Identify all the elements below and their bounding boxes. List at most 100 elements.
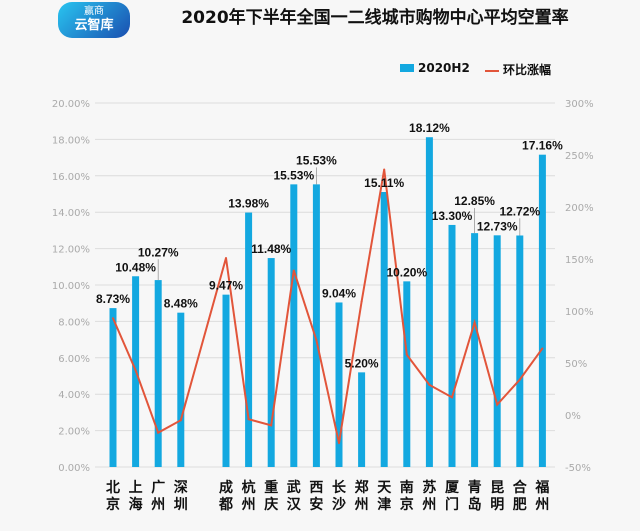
category-label: 南	[400, 479, 414, 496]
line-point	[247, 418, 250, 421]
left-tick-label: 10.00%	[52, 281, 90, 292]
bar	[154, 280, 162, 467]
category-label: 州	[421, 497, 436, 513]
bar	[290, 184, 298, 467]
category-label: 津	[377, 496, 391, 513]
bar-data-label: 10.48%	[115, 260, 156, 274]
category-label: 州	[241, 497, 256, 513]
bar-data-label: 13.30%	[432, 209, 473, 223]
line-point	[496, 403, 499, 406]
bar-data-label: 10.27%	[138, 245, 179, 259]
bar-data-label: 8.48%	[164, 297, 198, 311]
bar-data-label: 12.73%	[477, 219, 518, 233]
line-point	[338, 442, 340, 445]
logo: 赢商 云智库	[58, 2, 130, 38]
left-tick-label: 18.00%	[52, 135, 90, 146]
bar-data-label: 12.85%	[454, 194, 495, 208]
category-label: 明	[490, 497, 504, 513]
bar-data-label: 15.53%	[273, 168, 314, 182]
category-label: 岛	[468, 496, 482, 513]
bar-data-label: 13.98%	[228, 197, 269, 211]
category-label: 州	[534, 497, 549, 513]
category-label: 京	[400, 496, 414, 513]
left-tick-label: 4.00%	[58, 390, 90, 401]
line-point	[451, 396, 453, 399]
bar	[177, 312, 185, 467]
line-point	[473, 321, 476, 324]
legend-item-bar: 2020H2	[400, 61, 470, 75]
bar	[267, 258, 275, 467]
left-tick-label: 0.00%	[58, 463, 90, 474]
bar	[245, 212, 253, 467]
category-label: 成	[219, 479, 233, 496]
bar	[425, 137, 433, 467]
category-label: 都	[218, 497, 233, 513]
line-point	[360, 300, 363, 303]
category-label: 肥	[513, 497, 527, 513]
line-point	[315, 339, 318, 342]
category-label: 昆	[490, 480, 504, 496]
right-tick-label: 150%	[565, 255, 594, 266]
category-label: 广	[151, 479, 165, 496]
bar	[358, 372, 366, 467]
left-tick-label: 2.00%	[58, 427, 90, 438]
bar-data-label: 12.72%	[499, 204, 540, 218]
category-label: 州	[354, 497, 369, 513]
category-label: 京	[106, 496, 120, 513]
bar-data-label: 11.48%	[251, 242, 291, 256]
category-label: 郑	[355, 479, 369, 496]
category-label: 武	[287, 479, 301, 496]
right-tick-label: 300%	[565, 99, 594, 110]
bar-data-label: 15.11%	[364, 176, 404, 190]
bar-data-label: 18.12%	[409, 121, 450, 135]
left-tick-label: 16.00%	[52, 172, 90, 183]
bar	[222, 294, 230, 467]
category-label: 长	[332, 479, 347, 496]
left-tick-label: 20.00%	[52, 99, 90, 110]
category-label: 安	[309, 496, 323, 513]
category-label: 海	[129, 496, 143, 513]
bar-data-label: 15.53%	[296, 153, 337, 167]
line-point	[112, 317, 114, 320]
line-point	[157, 431, 160, 434]
category-label: 西	[309, 480, 323, 496]
legend-label-bar: 2020H2	[418, 61, 470, 75]
bar-data-label: 9.47%	[209, 279, 243, 293]
line-point	[225, 256, 227, 259]
bar	[403, 281, 411, 467]
category-label: 沙	[332, 497, 346, 513]
bar	[335, 302, 343, 467]
line-point	[518, 378, 521, 381]
legend-label-line: 环比涨幅	[503, 63, 552, 77]
bar-data-label: 10.20%	[386, 265, 427, 279]
category-label: 厦	[445, 480, 460, 496]
left-tick-label: 14.00%	[52, 208, 90, 219]
bar-data-label: 5.20%	[345, 356, 379, 370]
bar	[380, 191, 388, 468]
bar-data-label: 17.16%	[522, 139, 563, 153]
bar	[516, 235, 524, 467]
category-label: 庆	[264, 496, 278, 513]
right-tick-label: 100%	[565, 307, 594, 318]
line-point	[541, 347, 544, 350]
right-tick-label: 200%	[565, 203, 594, 214]
category-label: 合	[513, 479, 528, 496]
right-tick-label: 0%	[565, 411, 581, 422]
line-point	[270, 424, 273, 427]
logo-line1: 赢商	[84, 6, 104, 17]
category-label: 天	[377, 480, 392, 496]
bar-data-label: 9.04%	[322, 286, 356, 300]
line-point	[134, 369, 137, 372]
right-tick-label: 50%	[565, 359, 587, 370]
legend-swatch-line	[485, 69, 499, 72]
category-label: 北	[106, 480, 120, 496]
bar	[471, 233, 479, 467]
bar	[109, 308, 117, 467]
left-tick-label: 6.00%	[58, 354, 90, 365]
line-point	[292, 269, 295, 272]
right-tick-label: -50%	[565, 463, 591, 474]
bar	[538, 154, 546, 468]
bar	[448, 224, 456, 467]
